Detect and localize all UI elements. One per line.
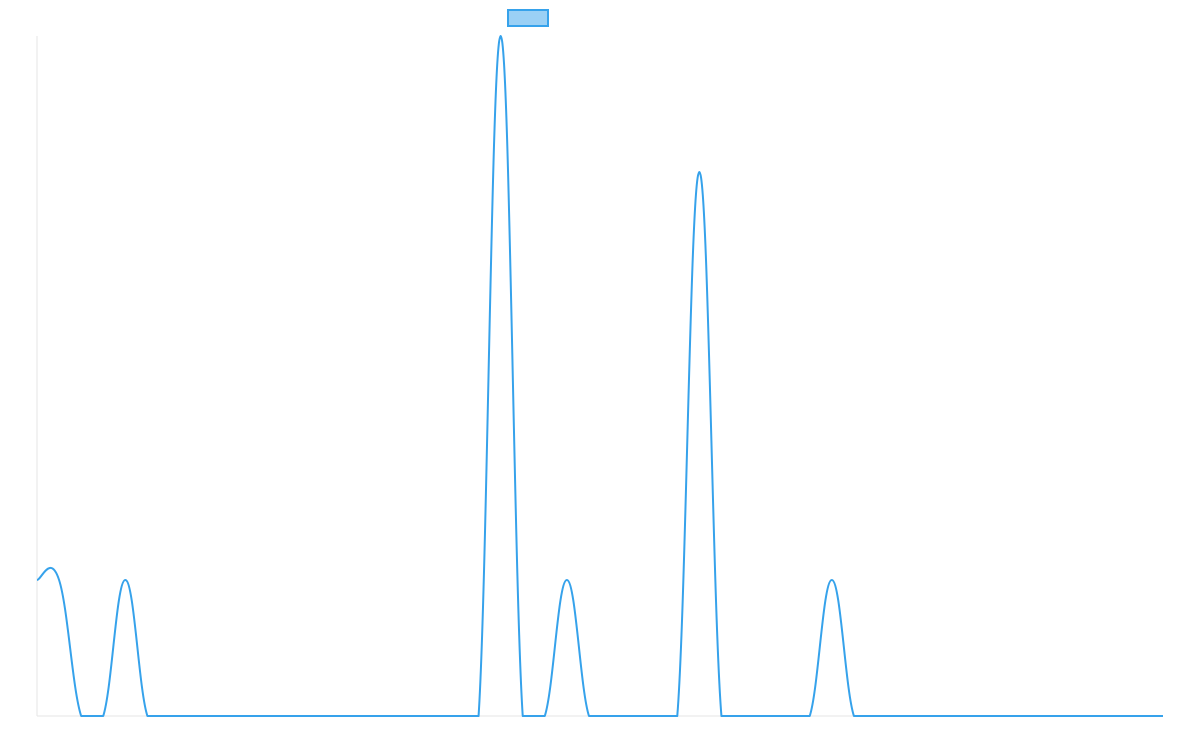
- data-point[interactable]: [211, 713, 217, 719]
- data-point[interactable]: [939, 713, 945, 719]
- series-layer: [34, 33, 1166, 719]
- data-point[interactable]: [718, 713, 724, 719]
- series-line-0: [36, 35, 1163, 717]
- data-point[interactable]: [1160, 713, 1166, 719]
- data-point[interactable]: [453, 713, 459, 719]
- data-point[interactable]: [78, 713, 84, 719]
- data-point[interactable]: [1028, 713, 1034, 719]
- data-point[interactable]: [498, 33, 504, 39]
- data-point[interactable]: [365, 713, 371, 719]
- data-point[interactable]: [299, 713, 305, 719]
- data-point[interactable]: [895, 713, 901, 719]
- data-point[interactable]: [564, 577, 570, 583]
- legend[interactable]: [507, 9, 549, 27]
- data-point[interactable]: [431, 713, 437, 719]
- data-point[interactable]: [343, 713, 349, 719]
- legend-swatch-0[interactable]: [507, 9, 549, 27]
- data-point[interactable]: [1050, 713, 1056, 719]
- data-point[interactable]: [807, 713, 813, 719]
- data-point[interactable]: [961, 713, 967, 719]
- data-point[interactable]: [56, 577, 62, 583]
- data-point[interactable]: [763, 713, 769, 719]
- data-point[interactable]: [674, 713, 680, 719]
- data-point[interactable]: [100, 713, 106, 719]
- data-point[interactable]: [983, 713, 989, 719]
- data-point[interactable]: [1005, 713, 1011, 719]
- data-point[interactable]: [233, 713, 239, 719]
- data-point[interactable]: [1094, 713, 1100, 719]
- data-point[interactable]: [652, 713, 658, 719]
- data-point[interactable]: [34, 577, 40, 583]
- data-point[interactable]: [696, 169, 702, 175]
- data-point[interactable]: [277, 713, 283, 719]
- data-point[interactable]: [630, 713, 636, 719]
- axes: [36, 36, 1163, 717]
- data-point[interactable]: [321, 713, 327, 719]
- data-point[interactable]: [873, 713, 879, 719]
- data-point[interactable]: [144, 713, 150, 719]
- data-point[interactable]: [166, 713, 172, 719]
- data-point[interactable]: [829, 577, 835, 583]
- data-point[interactable]: [255, 713, 261, 719]
- data-point[interactable]: [785, 713, 791, 719]
- data-point[interactable]: [387, 713, 393, 719]
- data-point[interactable]: [851, 713, 857, 719]
- data-point[interactable]: [1138, 713, 1144, 719]
- data-point[interactable]: [608, 713, 614, 719]
- data-point[interactable]: [1072, 713, 1078, 719]
- data-point[interactable]: [542, 713, 548, 719]
- data-point[interactable]: [476, 713, 482, 719]
- data-point[interactable]: [409, 713, 415, 719]
- data-point[interactable]: [189, 713, 195, 719]
- data-point[interactable]: [586, 713, 592, 719]
- data-point[interactable]: [122, 577, 128, 583]
- data-point[interactable]: [917, 713, 923, 719]
- data-point[interactable]: [1116, 713, 1122, 719]
- data-point[interactable]: [520, 713, 526, 719]
- data-point[interactable]: [741, 713, 747, 719]
